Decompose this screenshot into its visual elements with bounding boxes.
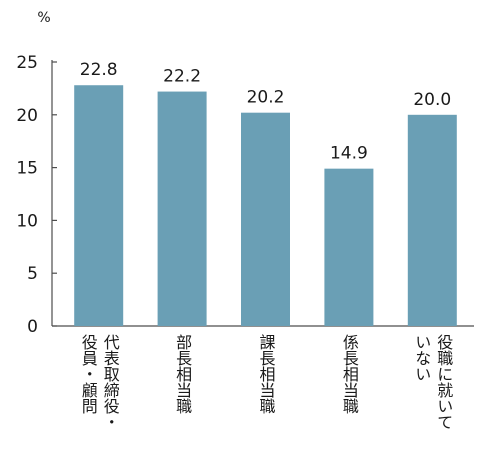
bar xyxy=(157,91,207,327)
y-axis-unit: % xyxy=(37,10,50,26)
y-tick-label: 15 xyxy=(16,159,38,179)
y-tick-label: 25 xyxy=(16,53,38,73)
category-label: 代表取締役・ 役員・顧問 xyxy=(78,334,120,430)
data-label: 14.9 xyxy=(330,144,368,164)
data-labels: 22.8 22.2 20.2 14.9 20.0 xyxy=(80,60,451,163)
category-label: 係長相当職 xyxy=(339,334,359,414)
axes: % 0 5 10 15 20 25 xyxy=(16,10,474,337)
y-tick-label: 20 xyxy=(16,106,38,126)
bar xyxy=(407,114,457,326)
y-tick-label: 0 xyxy=(27,317,38,337)
bar xyxy=(241,112,290,326)
bar xyxy=(324,168,374,326)
category-label: 部長相当職 xyxy=(173,334,193,414)
y-tick-label: 10 xyxy=(16,211,38,231)
data-label: 20.2 xyxy=(247,88,285,108)
data-label: 20.0 xyxy=(413,90,451,110)
y-tick-label: 5 xyxy=(27,264,38,284)
data-label: 22.8 xyxy=(80,60,118,80)
data-label: 22.2 xyxy=(163,67,201,87)
bars xyxy=(74,85,457,327)
bar xyxy=(74,85,124,327)
category-label: 課長相当職 xyxy=(256,334,276,414)
category-label: 役職に就いて いない xyxy=(412,334,454,430)
